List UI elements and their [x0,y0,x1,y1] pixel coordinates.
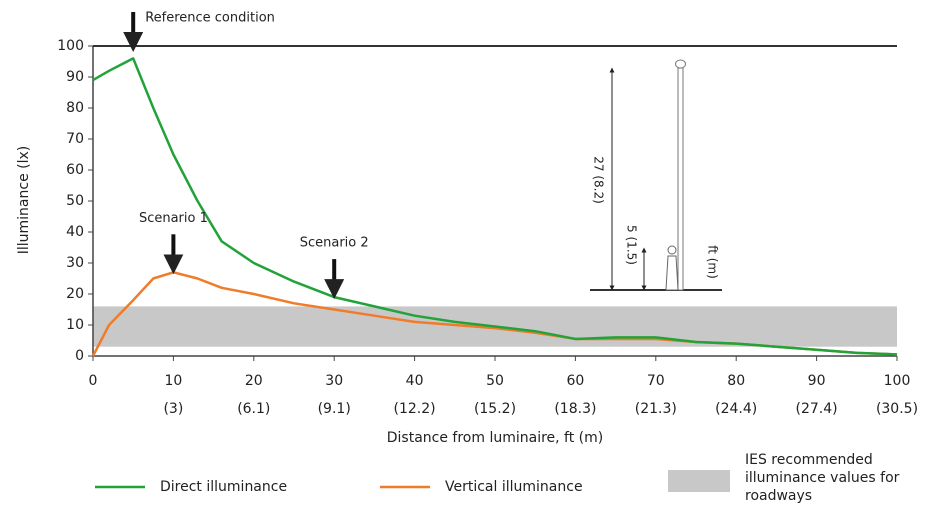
y-tick-label: 60 [66,162,84,178]
annotation-label: Reference condition [145,11,275,26]
y-tick-label: 80 [66,100,84,116]
x-axis-label: Distance from luminaire, ft (m) [387,430,603,446]
x-tick-label: 60 [566,373,584,389]
x-tick-metric-label: (18.3) [554,401,596,417]
legend-label: Vertical illuminance [445,479,583,495]
legend-band-label: IES recommended illuminance values for r… [745,452,900,504]
inset-diagram [590,59,722,291]
x-tick-label: 50 [486,373,504,389]
x-tick-label: 100 [884,373,911,389]
y-tick-label: 10 [66,317,84,333]
x-tick-label: 0 [89,373,98,389]
x-tick-label: 10 [164,373,182,389]
y-tick-label: 40 [66,224,84,240]
x-tick-metric-label: (27.4) [796,401,838,417]
x-tick-label: 30 [325,373,343,389]
y-tick-label: 90 [66,69,84,85]
y-tick-label: 50 [66,193,84,209]
legend-band-swatch [668,470,730,492]
x-tick-metric-label: (24.4) [715,401,757,417]
legend-label: Direct illuminance [160,479,287,495]
x-tick-metric-label: (9.1) [318,401,351,417]
x-tick-metric-label: (21.3) [635,401,677,417]
x-tick-metric-label: (3) [163,401,183,417]
inset-unit-label: ft (m) [706,245,720,279]
series-line [92,57,898,356]
x-tick-metric-label: (12.2) [394,401,436,417]
x-tick-label: 40 [406,373,424,389]
y-axis-label: Illuminance (lx) [16,146,32,255]
y-tick-label: 30 [66,255,84,271]
y-tick-label: 100 [57,38,84,54]
x-tick-metric-label: (15.2) [474,401,516,417]
x-tick-label: 20 [245,373,263,389]
inset-observer-label: 5 (1.5) [625,225,639,265]
x-tick-metric-label: (6.1) [237,401,270,417]
x-tick-label: 90 [808,373,826,389]
x-tick-label: 70 [647,373,665,389]
annotation-label: Scenario 2 [300,236,369,251]
x-tick-metric-label: (30.5) [876,401,918,417]
annotation-label: Scenario 1 [139,211,208,226]
y-tick-label: 0 [75,348,84,364]
inset-pole-label: 27 (8.2) [592,156,606,204]
y-tick-label: 70 [66,131,84,147]
x-tick-label: 80 [727,373,745,389]
y-tick-label: 20 [66,286,84,302]
